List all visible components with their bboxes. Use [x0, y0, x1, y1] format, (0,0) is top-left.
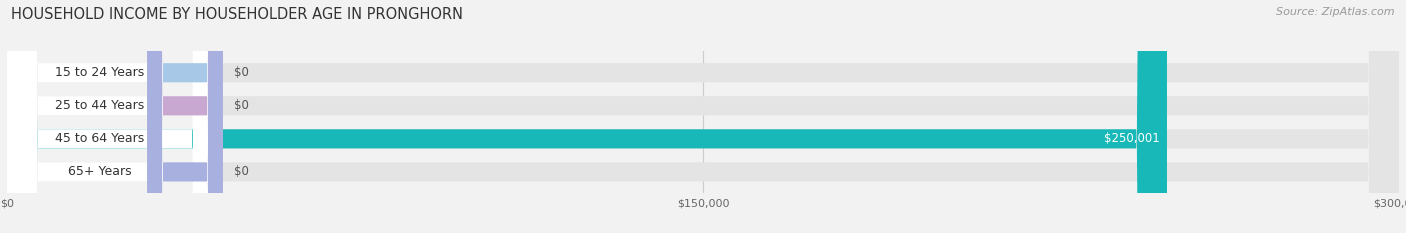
Text: 25 to 44 Years: 25 to 44 Years	[55, 99, 145, 112]
FancyBboxPatch shape	[7, 0, 1399, 233]
Text: HOUSEHOLD INCOME BY HOUSEHOLDER AGE IN PRONGHORN: HOUSEHOLD INCOME BY HOUSEHOLDER AGE IN P…	[11, 7, 463, 22]
Text: $250,001: $250,001	[1104, 132, 1160, 145]
FancyBboxPatch shape	[7, 0, 222, 233]
FancyBboxPatch shape	[148, 0, 222, 233]
Text: Source: ZipAtlas.com: Source: ZipAtlas.com	[1277, 7, 1395, 17]
Text: $0: $0	[233, 66, 249, 79]
Text: $0: $0	[233, 99, 249, 112]
Text: 45 to 64 Years: 45 to 64 Years	[55, 132, 145, 145]
FancyBboxPatch shape	[7, 0, 222, 233]
FancyBboxPatch shape	[7, 0, 1399, 233]
FancyBboxPatch shape	[148, 0, 222, 233]
FancyBboxPatch shape	[7, 0, 1399, 233]
Text: 65+ Years: 65+ Years	[67, 165, 132, 178]
Text: $0: $0	[233, 165, 249, 178]
FancyBboxPatch shape	[7, 0, 1399, 233]
FancyBboxPatch shape	[148, 0, 222, 233]
FancyBboxPatch shape	[7, 0, 222, 233]
Text: 15 to 24 Years: 15 to 24 Years	[55, 66, 145, 79]
FancyBboxPatch shape	[7, 0, 1167, 233]
FancyBboxPatch shape	[7, 0, 222, 233]
